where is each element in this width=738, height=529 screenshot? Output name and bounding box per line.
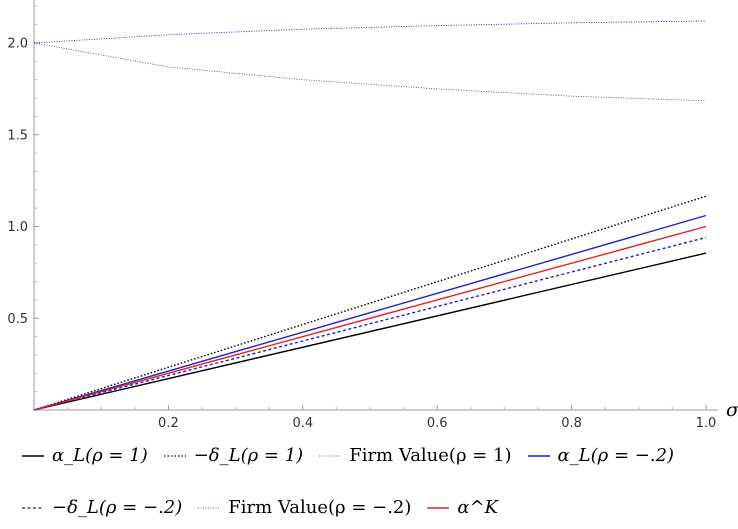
legend-swatch bbox=[22, 506, 44, 509]
legend-row-1: α_L(ρ = 1) −δ_L(ρ = 1) Firm Value(ρ = 1)… bbox=[22, 445, 738, 466]
x-tick-label: 0.6 bbox=[427, 416, 448, 431]
legend-swatch bbox=[163, 454, 186, 457]
x-tick-label: 1.0 bbox=[696, 416, 717, 431]
series-line-5 bbox=[33, 20, 707, 44]
legend-item-delta-l-rho-neg: −δ_L(ρ = −.2) bbox=[22, 497, 182, 518]
series-line-2 bbox=[33, 42, 707, 102]
y-tick-label: 1.0 bbox=[7, 220, 28, 235]
legend-label: α_L(ρ = 1) bbox=[52, 445, 148, 466]
series-line-4 bbox=[33, 236, 707, 411]
series-line-3 bbox=[33, 214, 707, 411]
x-tick-label: 0.8 bbox=[561, 416, 582, 431]
legend-item-alpha-k: α^K bbox=[427, 497, 498, 518]
series-line-1 bbox=[33, 195, 707, 411]
legend-label: α_L(ρ = −.2) bbox=[557, 445, 675, 466]
legend-item-firm-value-rho-neg: Firm Value(ρ = −.2) bbox=[198, 497, 411, 518]
legend-label: α^K bbox=[457, 497, 499, 518]
x-tick-label: 0.4 bbox=[292, 416, 313, 431]
legend-item-alpha-l-rho-1: α_L(ρ = 1) bbox=[22, 445, 148, 466]
y-tick-label: 1.5 bbox=[7, 128, 28, 143]
legend-swatch bbox=[319, 455, 342, 456]
legend-label: Firm Value(ρ = 1) bbox=[349, 445, 512, 466]
legend-item-alpha-l-rho-neg: α_L(ρ = −.2) bbox=[527, 445, 675, 466]
series-line-0 bbox=[33, 252, 707, 411]
legend-label: −δ_L(ρ = −.2) bbox=[52, 497, 183, 518]
series-line-6 bbox=[33, 225, 707, 411]
legend-label: Firm Value(ρ = −.2) bbox=[228, 497, 412, 518]
legend-label: −δ_L(ρ = 1) bbox=[193, 445, 304, 466]
legend-swatch bbox=[22, 454, 44, 457]
x-tick-label: 0.2 bbox=[158, 416, 179, 431]
x-axis-label: σ bbox=[726, 399, 738, 421]
line-chart: 0.2 0.4 0.6 0.8 1.0 0.5 1.0 1.5 2.0 σ bbox=[7, 0, 738, 431]
legend-item-firm-value-rho-1: Firm Value(ρ = 1) bbox=[319, 445, 512, 466]
legend-swatch bbox=[527, 454, 550, 457]
legend-swatch bbox=[427, 506, 450, 509]
legend-item-delta-l-rho-1: −δ_L(ρ = 1) bbox=[163, 445, 304, 466]
y-tick-label: 0.5 bbox=[7, 312, 28, 327]
legend-swatch bbox=[198, 507, 221, 508]
y-tick-label: 2.0 bbox=[7, 37, 28, 52]
legend-row-2: −δ_L(ρ = −.2) Firm Value(ρ = −.2) α^K bbox=[22, 497, 738, 518]
